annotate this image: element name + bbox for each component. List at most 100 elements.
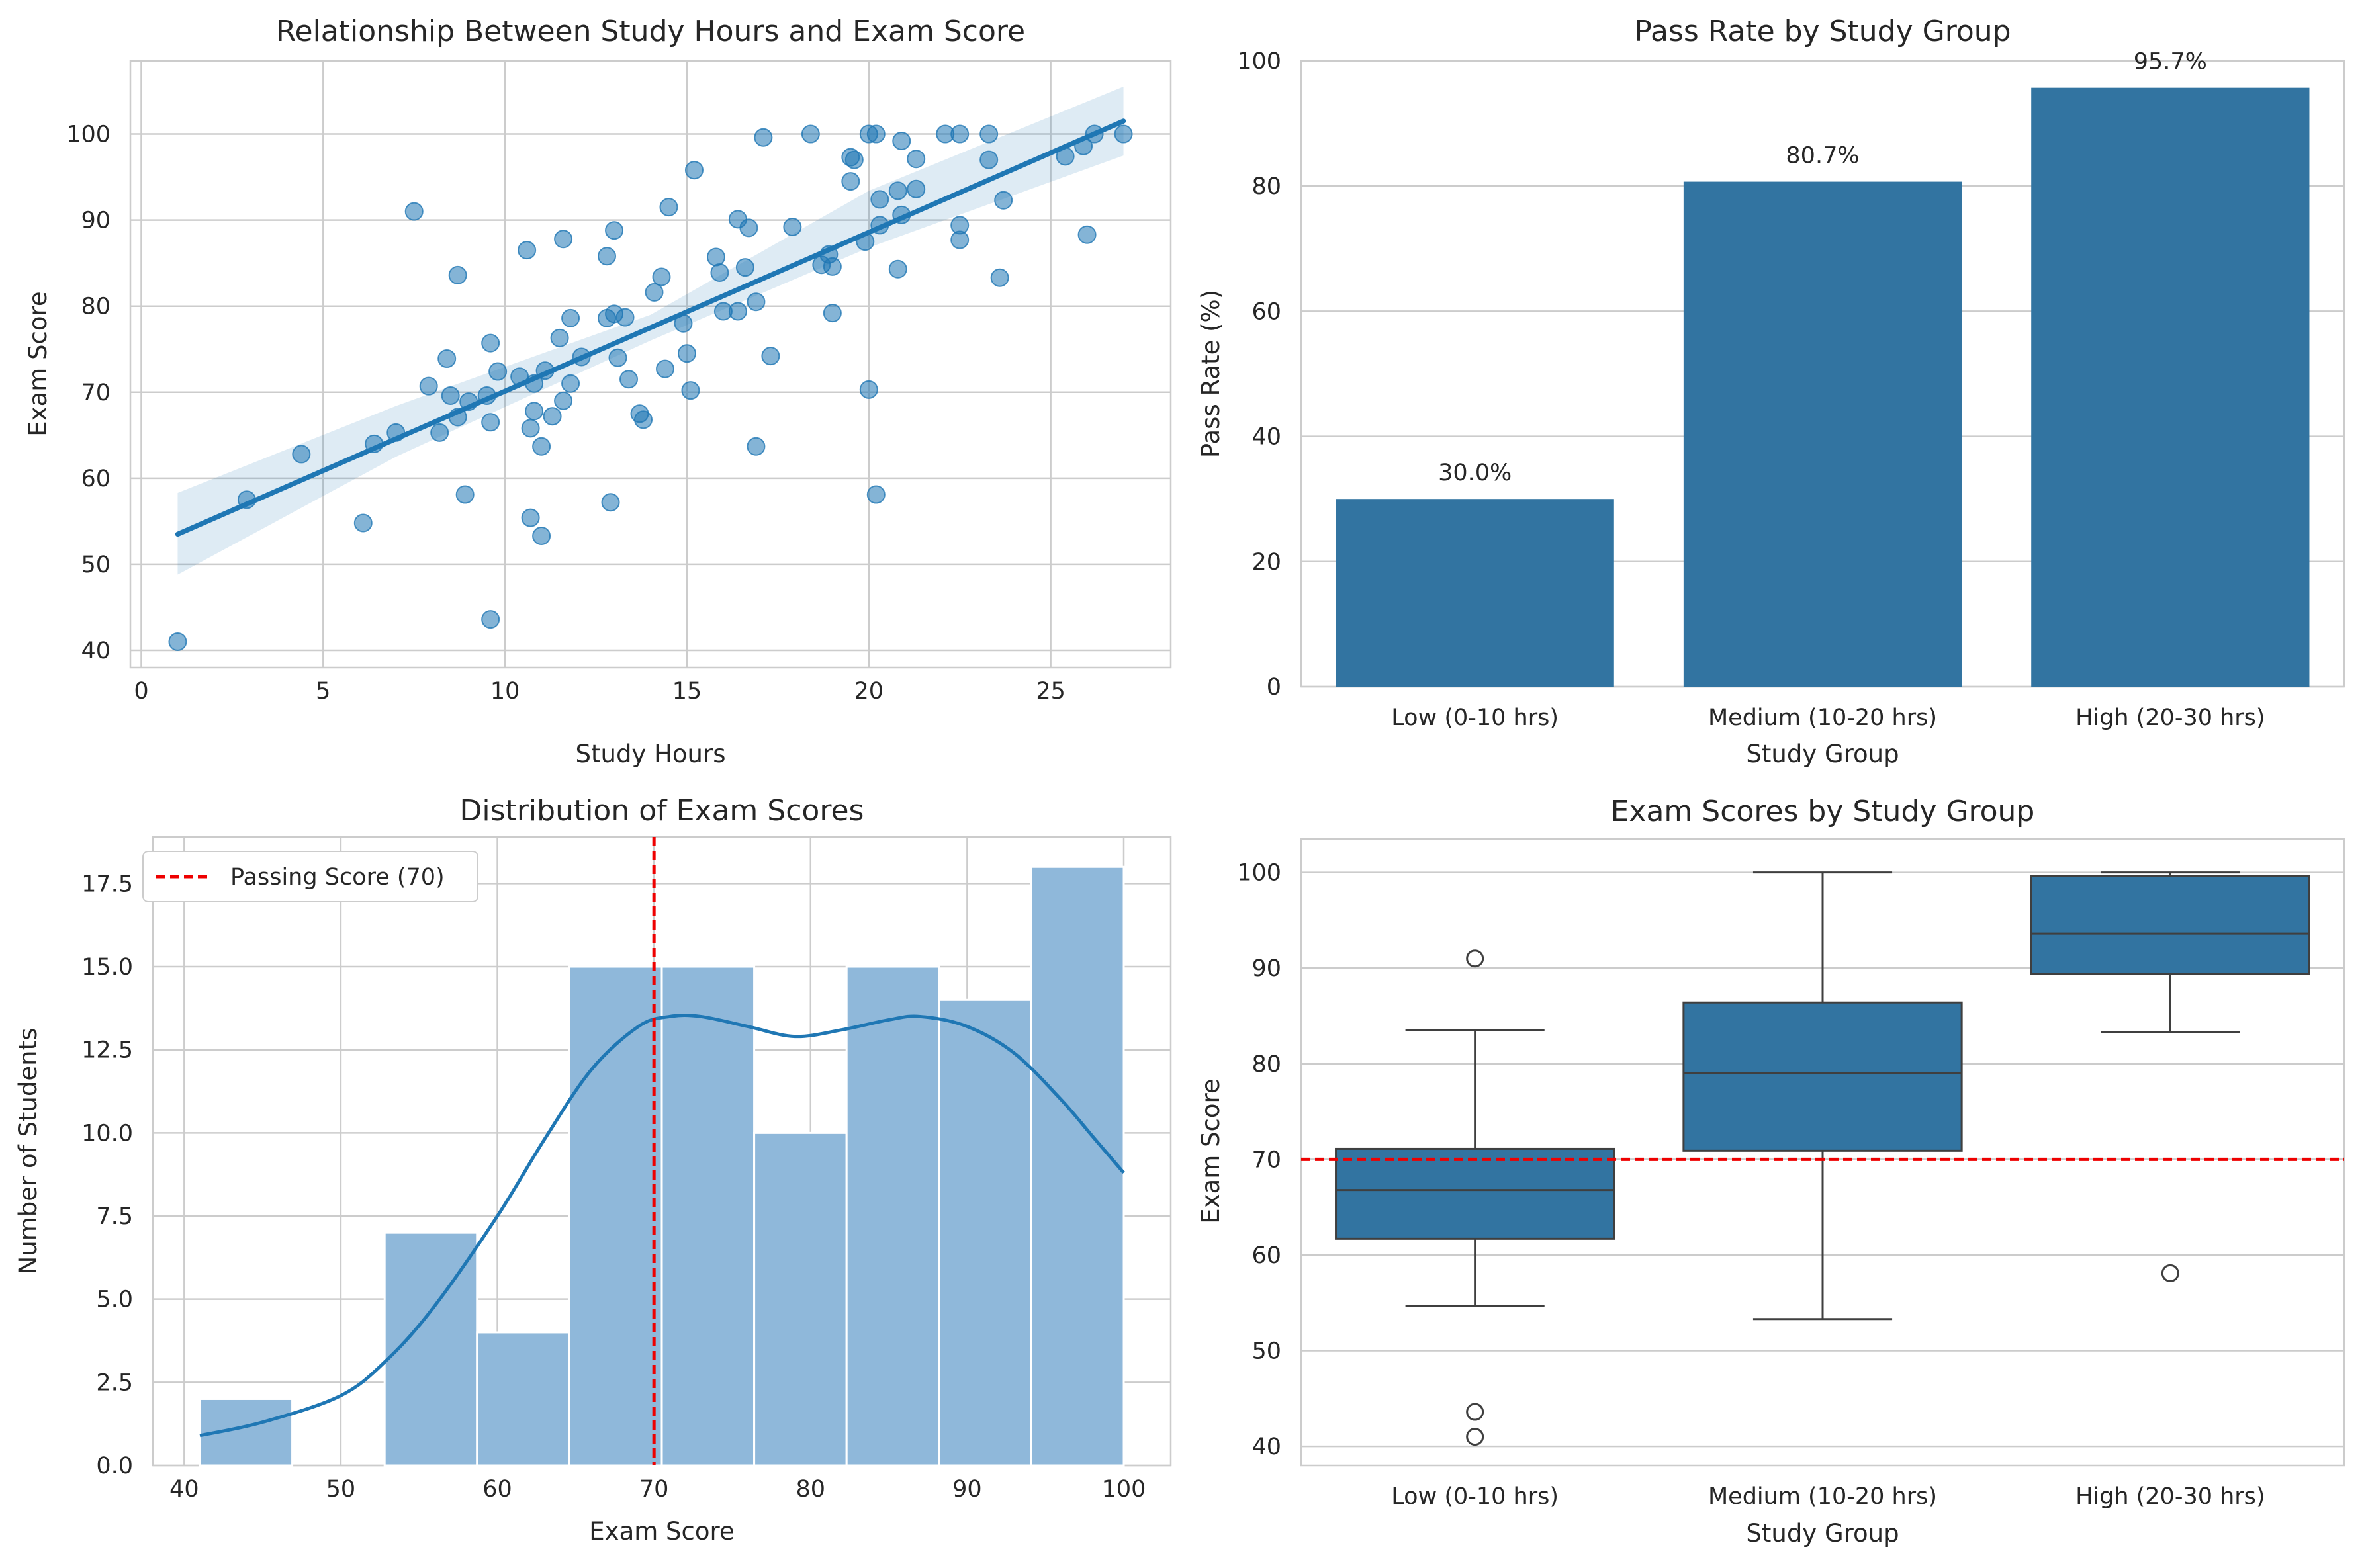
- data-point: [761, 347, 780, 366]
- data-point: [859, 380, 878, 399]
- data-point: [353, 513, 373, 533]
- scatter-xlabel: Study Hours: [576, 740, 726, 768]
- x-tick-label: 10: [490, 678, 520, 705]
- data-point: [783, 218, 802, 237]
- y-tick-label: 100: [66, 122, 111, 148]
- data-point: [684, 161, 704, 180]
- histogram-title: Distribution of Exam Scores: [460, 794, 864, 828]
- data-point: [990, 268, 1009, 287]
- x-tick-label: 25: [1036, 678, 1066, 705]
- bar-ticks: 0 20 40 60 80 100 Low (0-10 hrs) Medium (10-20 …: [1237, 48, 2265, 731]
- regression-line: [175, 118, 1126, 537]
- bar: [1683, 181, 1962, 687]
- y-tick-label: 12.5: [81, 1037, 133, 1064]
- box: [2030, 875, 2310, 975]
- data-point: [554, 391, 573, 410]
- data-point: [481, 413, 500, 432]
- box-ylabel: Exam Score: [1197, 1078, 1225, 1223]
- data-point: [747, 437, 766, 456]
- scatter-points: [168, 124, 1133, 651]
- data-point: [481, 610, 500, 629]
- data-point: [728, 302, 747, 321]
- bar-panel: 30.0% 80.7% 95.7% 0 20 40 60 80 100 Low (0-10 hr…: [1197, 15, 2345, 768]
- data-point: [561, 374, 580, 393]
- data-point: [706, 247, 725, 267]
- y-tick-label: 80: [1251, 1051, 1281, 1078]
- outlier-point: [1466, 1403, 1484, 1421]
- data-point: [488, 362, 508, 381]
- outlier-point: [1466, 1428, 1484, 1446]
- x-tick-label: High (20-30 hrs): [2075, 1483, 2265, 1510]
- y-tick-label: 40: [1251, 1434, 1281, 1460]
- box-panel: 40 50 60 70 80 90 100 Low (0-10 hrs) Medium (10-…: [1197, 795, 2345, 1547]
- bar-marks: 30.0% 80.7% 95.7%: [1336, 49, 2310, 687]
- data-point: [710, 263, 729, 282]
- data-point: [801, 124, 820, 144]
- box-marks: [1335, 871, 2310, 1446]
- outlier-point: [1466, 949, 1484, 968]
- y-tick-label: 0.0: [96, 1453, 133, 1479]
- data-point: [841, 172, 860, 191]
- bar: [1336, 499, 1614, 687]
- histogram-bars: [199, 865, 1125, 1467]
- data-point: [448, 265, 467, 284]
- y-tick-label: 70: [1251, 1147, 1281, 1173]
- histogram-bar: [660, 965, 756, 1467]
- data-point: [521, 508, 540, 527]
- x-tick-label: 80: [796, 1476, 826, 1503]
- x-tick-label: Low (0-10 hrs): [1391, 1483, 1559, 1510]
- y-tick-label: 50: [81, 552, 111, 578]
- y-tick-label: 2.5: [96, 1370, 133, 1396]
- data-point: [441, 386, 460, 405]
- data-point: [634, 410, 653, 429]
- y-tick-label: 40: [1251, 424, 1281, 451]
- data-point: [561, 308, 580, 327]
- data-point: [598, 247, 617, 266]
- data-point: [532, 526, 551, 545]
- histogram-bar: [938, 998, 1032, 1467]
- data-point: [419, 376, 438, 396]
- histogram-bar: [568, 965, 663, 1467]
- data-point: [892, 131, 911, 150]
- data-point: [1077, 225, 1097, 244]
- bar-value-label: 80.7%: [1786, 143, 1859, 169]
- data-point: [605, 221, 624, 240]
- y-tick-label: 17.5: [81, 871, 133, 897]
- data-point: [655, 359, 674, 378]
- x-tick-label: 40: [169, 1476, 199, 1503]
- y-tick-label: 80: [81, 294, 111, 320]
- data-point: [823, 257, 842, 276]
- histogram-kde-and-threshold: [199, 837, 1125, 1465]
- data-point: [739, 218, 758, 238]
- y-tick-label: 7.5: [96, 1203, 133, 1230]
- histogram-bar: [476, 1331, 570, 1467]
- data-point: [907, 150, 926, 169]
- histogram-xlabel: Exam Score: [589, 1517, 734, 1546]
- x-tick-label: 0: [134, 678, 148, 705]
- histogram-bar: [1030, 865, 1125, 1467]
- data-point: [735, 258, 754, 277]
- data-point: [866, 124, 886, 144]
- outlier-point: [2161, 1264, 2179, 1282]
- scatter-panel: 0 5 10 15 20 25 40 50 60 70 80 90 100 Relationship B…: [24, 15, 1172, 768]
- data-point: [292, 445, 311, 464]
- data-point: [619, 370, 639, 389]
- box-title: Exam Scores by Study Group: [1611, 795, 2035, 828]
- data-point: [532, 437, 551, 456]
- data-point: [907, 179, 926, 198]
- data-point: [888, 259, 907, 279]
- data-point: [554, 230, 573, 249]
- x-tick-label: High (20-30 hrs): [2075, 705, 2265, 731]
- data-point: [645, 283, 664, 302]
- y-tick-label: 100: [1237, 48, 1281, 75]
- scatter-title: Relationship Between Study Hours and Exa…: [276, 15, 1025, 48]
- legend-passing-label: Passing Score (70): [230, 864, 445, 891]
- histogram-bar: [845, 965, 940, 1467]
- data-point: [525, 402, 544, 421]
- y-tick-label: 90: [1251, 955, 1281, 982]
- data-point: [747, 292, 766, 312]
- scatter-ci-band: [177, 87, 1124, 575]
- bar-xlabel: Study Group: [1746, 740, 1899, 768]
- data-point: [754, 128, 773, 147]
- scatter-regression: [175, 118, 1126, 537]
